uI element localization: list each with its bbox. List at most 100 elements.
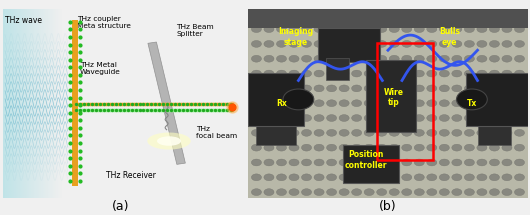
Text: THz Metal
Waveguide: THz Metal Waveguide	[80, 61, 120, 75]
Circle shape	[339, 40, 349, 47]
Circle shape	[289, 26, 299, 32]
Circle shape	[264, 26, 274, 32]
Text: Imaging
stage: Imaging stage	[278, 27, 313, 47]
Circle shape	[477, 144, 487, 151]
Circle shape	[377, 100, 387, 107]
Circle shape	[377, 55, 387, 62]
Circle shape	[302, 11, 312, 18]
Circle shape	[452, 159, 462, 166]
Circle shape	[414, 85, 425, 92]
Circle shape	[477, 85, 487, 92]
Bar	[366, 60, 416, 132]
Circle shape	[302, 189, 312, 195]
Circle shape	[302, 85, 312, 92]
Circle shape	[264, 70, 274, 77]
Circle shape	[452, 70, 462, 77]
Circle shape	[314, 55, 324, 62]
Circle shape	[502, 100, 512, 107]
Circle shape	[289, 115, 299, 121]
Circle shape	[364, 55, 374, 62]
Circle shape	[402, 115, 412, 121]
Circle shape	[377, 40, 387, 47]
Circle shape	[439, 189, 449, 195]
Circle shape	[452, 144, 462, 151]
Circle shape	[251, 26, 261, 32]
Circle shape	[377, 159, 387, 166]
Circle shape	[414, 129, 425, 136]
Circle shape	[251, 100, 261, 107]
Circle shape	[377, 70, 387, 77]
Circle shape	[439, 174, 449, 181]
Circle shape	[326, 100, 337, 107]
Circle shape	[289, 85, 299, 92]
Circle shape	[414, 159, 425, 166]
Circle shape	[351, 144, 361, 151]
Circle shape	[289, 174, 299, 181]
Circle shape	[489, 144, 499, 151]
Circle shape	[277, 129, 287, 136]
Circle shape	[464, 100, 474, 107]
Circle shape	[515, 85, 525, 92]
Circle shape	[302, 115, 312, 121]
Circle shape	[351, 159, 361, 166]
Circle shape	[439, 144, 449, 151]
Circle shape	[302, 159, 312, 166]
Circle shape	[502, 129, 512, 136]
Circle shape	[264, 189, 274, 195]
Circle shape	[389, 159, 399, 166]
Circle shape	[326, 55, 337, 62]
Circle shape	[364, 100, 374, 107]
Circle shape	[364, 174, 374, 181]
Bar	[248, 73, 304, 126]
Circle shape	[502, 115, 512, 121]
Circle shape	[289, 11, 299, 18]
Circle shape	[389, 115, 399, 121]
Circle shape	[402, 55, 412, 62]
Circle shape	[439, 70, 449, 77]
Circle shape	[489, 159, 499, 166]
Circle shape	[515, 11, 525, 18]
Circle shape	[277, 159, 287, 166]
Circle shape	[339, 11, 349, 18]
Circle shape	[264, 159, 274, 166]
Circle shape	[389, 144, 399, 151]
Circle shape	[339, 115, 349, 121]
Circle shape	[277, 26, 287, 32]
Circle shape	[477, 174, 487, 181]
Ellipse shape	[147, 132, 191, 150]
Circle shape	[251, 40, 261, 47]
Circle shape	[314, 174, 324, 181]
Circle shape	[402, 189, 412, 195]
Circle shape	[464, 174, 474, 181]
Circle shape	[339, 55, 349, 62]
Text: Tx: Tx	[467, 99, 477, 108]
Circle shape	[351, 55, 361, 62]
Circle shape	[452, 11, 462, 18]
Circle shape	[326, 159, 337, 166]
Circle shape	[251, 70, 261, 77]
Circle shape	[439, 159, 449, 166]
Circle shape	[477, 70, 487, 77]
Circle shape	[377, 144, 387, 151]
Text: Position
controller: Position controller	[344, 150, 387, 170]
Circle shape	[377, 26, 387, 32]
Circle shape	[364, 85, 374, 92]
Circle shape	[414, 100, 425, 107]
Circle shape	[283, 89, 314, 110]
Circle shape	[302, 55, 312, 62]
Circle shape	[277, 40, 287, 47]
Circle shape	[515, 55, 525, 62]
Circle shape	[477, 189, 487, 195]
Circle shape	[251, 189, 261, 195]
Circle shape	[289, 40, 299, 47]
Circle shape	[351, 129, 361, 136]
Circle shape	[389, 70, 399, 77]
Circle shape	[489, 115, 499, 121]
Circle shape	[402, 40, 412, 47]
Circle shape	[351, 189, 361, 195]
Circle shape	[314, 40, 324, 47]
Circle shape	[389, 100, 399, 107]
Circle shape	[439, 55, 449, 62]
Circle shape	[402, 129, 412, 136]
Circle shape	[277, 115, 287, 121]
